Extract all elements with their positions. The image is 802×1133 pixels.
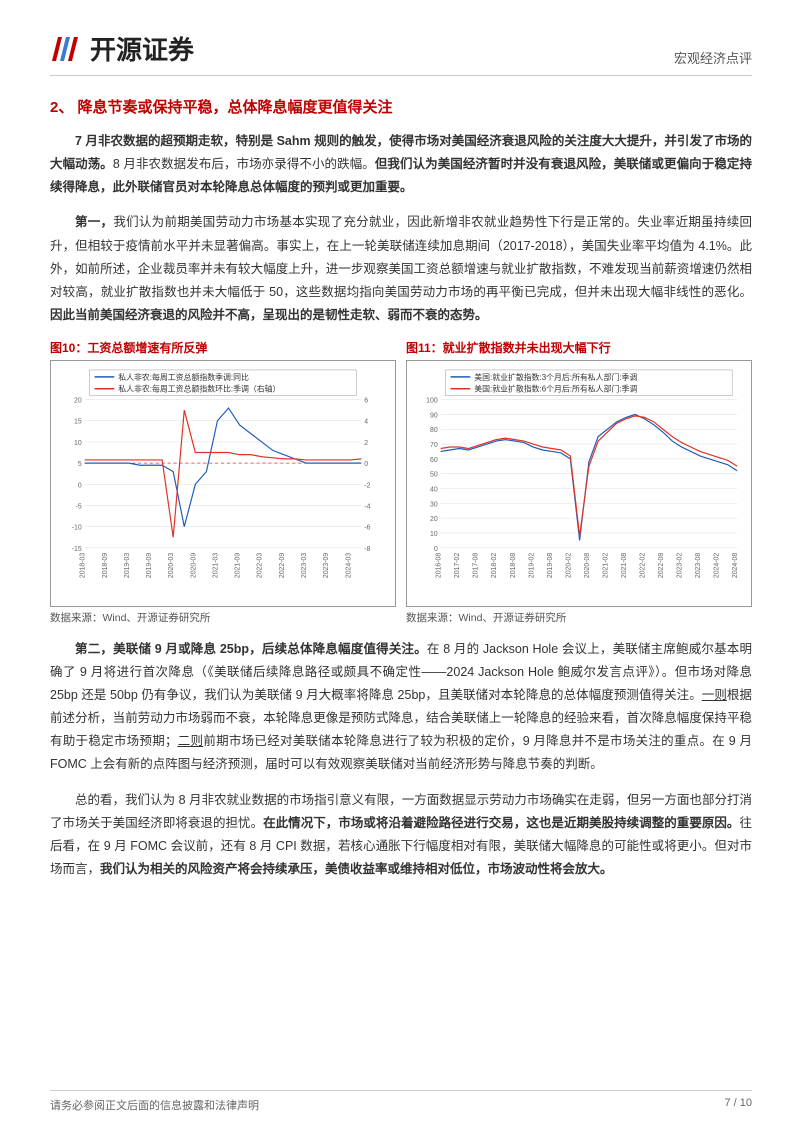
chart-right-title: 图11：就业扩散指数并未出现大幅下行 <box>406 339 752 356</box>
svg-text:30: 30 <box>430 501 438 508</box>
svg-text:2023-08: 2023-08 <box>695 553 702 579</box>
svg-text:2023-03: 2023-03 <box>301 553 308 579</box>
chart-left-box: 私人非农:每周工资总额指数季调:同比私人非农:每周工资总额指数环比:季调（右轴）… <box>50 360 396 607</box>
svg-text:60: 60 <box>430 457 438 464</box>
chart-right-source: 数据来源：Wind、开源证券研究所 <box>406 610 752 625</box>
svg-text:2023-09: 2023-09 <box>323 553 330 579</box>
chart-left-col: 图10：工资总额增速有所反弹 私人非农:每周工资总额指数季调:同比私人非农:每周… <box>50 339 396 625</box>
charts-row: 图10：工资总额增速有所反弹 私人非农:每周工资总额指数季调:同比私人非农:每周… <box>50 339 752 625</box>
svg-text:40: 40 <box>430 486 438 493</box>
paragraph-4: 总的看，我们认为 8 月非农就业数据的市场指引意义有限，一方面数据显示劳动力市场… <box>50 789 752 882</box>
svg-text:2024-03: 2024-03 <box>345 553 352 579</box>
svg-text:-4: -4 <box>364 503 370 510</box>
svg-text:100: 100 <box>426 398 438 405</box>
svg-text:2019-08: 2019-08 <box>547 553 554 579</box>
paragraph-1: 7 月非农数据的超预期走软，特别是 Sahm 规则的触发，使得市场对美国经济衰退… <box>50 130 752 199</box>
footer-page-number: 7 / 10 <box>724 1097 752 1113</box>
chart-right-svg: 美国:就业扩散指数:3个月后:所有私人部门:季调美国:就业扩散指数:6个月后:所… <box>411 365 747 602</box>
svg-text:-10: -10 <box>72 525 82 532</box>
paragraph-2: 第一，我们认为前期美国劳动力市场基本实现了充分就业，因此新增非农就业趋势性下行是… <box>50 211 752 327</box>
svg-text:美国:就业扩散指数:6个月后:所有私人部门:季调: 美国:就业扩散指数:6个月后:所有私人部门:季调 <box>474 384 637 394</box>
svg-text:0: 0 <box>364 461 368 468</box>
svg-text:2018-09: 2018-09 <box>102 553 109 579</box>
svg-text:2020-02: 2020-02 <box>565 553 572 579</box>
page-footer: 请务必参阅正文后面的信息披露和法律声明 7 / 10 <box>50 1090 752 1113</box>
svg-text:2020-09: 2020-09 <box>190 553 197 579</box>
svg-text:2022-09: 2022-09 <box>279 553 286 579</box>
svg-text:2017-08: 2017-08 <box>473 553 480 579</box>
svg-text:50: 50 <box>430 472 438 479</box>
svg-text:2017-02: 2017-02 <box>454 553 461 579</box>
svg-text:5: 5 <box>78 461 82 468</box>
svg-text:私人非农:每周工资总额指数季调:同比: 私人非农:每周工资总额指数季调:同比 <box>118 372 249 382</box>
svg-text:2022-02: 2022-02 <box>639 553 646 579</box>
svg-text:2018-08: 2018-08 <box>510 553 517 579</box>
svg-text:-15: -15 <box>72 546 82 553</box>
svg-text:2021-09: 2021-09 <box>235 553 242 579</box>
page-header: 开源证券 宏观经济点评 <box>50 30 752 76</box>
svg-text:-5: -5 <box>76 503 82 510</box>
svg-text:10: 10 <box>430 531 438 538</box>
svg-text:私人非农:每周工资总额指数环比:季调（右轴）: 私人非农:每周工资总额指数环比:季调（右轴） <box>118 384 280 394</box>
svg-text:2021-03: 2021-03 <box>212 553 219 579</box>
svg-text:-6: -6 <box>364 525 370 532</box>
svg-text:2016-08: 2016-08 <box>436 553 443 579</box>
header-doc-type: 宏观经济点评 <box>674 48 752 67</box>
section-title: 2、 降息节奏或保持平稳，总体降息幅度更值得关注 <box>50 96 752 117</box>
svg-text:2019-03: 2019-03 <box>124 553 131 579</box>
svg-text:-2: -2 <box>364 482 370 489</box>
paragraph-3: 第二，美联储 9 月或降息 25bp，后续总体降息幅度值得关注。在 8 月的 J… <box>50 638 752 777</box>
svg-text:2019-02: 2019-02 <box>528 553 535 579</box>
svg-text:2022-03: 2022-03 <box>257 553 264 579</box>
chart-right-col: 图11：就业扩散指数并未出现大幅下行 美国:就业扩散指数:3个月后:所有私人部门… <box>406 339 752 625</box>
svg-text:2021-02: 2021-02 <box>602 553 609 579</box>
svg-text:4: 4 <box>364 419 368 426</box>
logo-text: 开源证券 <box>90 30 194 67</box>
svg-text:0: 0 <box>434 546 438 553</box>
svg-text:2018-02: 2018-02 <box>491 553 498 579</box>
svg-text:6: 6 <box>364 398 368 405</box>
svg-text:2019-09: 2019-09 <box>146 553 153 579</box>
svg-text:2023-02: 2023-02 <box>677 553 684 579</box>
svg-text:2018-03: 2018-03 <box>80 553 87 579</box>
svg-text:90: 90 <box>430 412 438 419</box>
svg-text:2021-08: 2021-08 <box>621 553 628 579</box>
svg-text:15: 15 <box>74 419 82 426</box>
footer-disclaimer: 请务必参阅正文后面的信息披露和法律声明 <box>50 1097 259 1113</box>
svg-text:20: 20 <box>74 398 82 405</box>
svg-text:2024-08: 2024-08 <box>732 553 739 579</box>
svg-text:2: 2 <box>364 440 368 447</box>
chart-left-source: 数据来源：Wind、开源证券研究所 <box>50 610 396 625</box>
svg-text:80: 80 <box>430 427 438 434</box>
svg-text:0: 0 <box>78 482 82 489</box>
svg-text:2020-03: 2020-03 <box>168 553 175 579</box>
chart-right-box: 美国:就业扩散指数:3个月后:所有私人部门:季调美国:就业扩散指数:6个月后:所… <box>406 360 752 607</box>
svg-text:10: 10 <box>74 440 82 447</box>
svg-text:2022-08: 2022-08 <box>658 553 665 579</box>
logo-icon <box>50 33 82 65</box>
chart-left-title: 图10：工资总额增速有所反弹 <box>50 339 396 356</box>
brand-logo: 开源证券 <box>50 30 194 67</box>
svg-text:70: 70 <box>430 442 438 449</box>
svg-text:-8: -8 <box>364 546 370 553</box>
svg-text:2024-02: 2024-02 <box>714 553 721 579</box>
chart-left-svg: 私人非农:每周工资总额指数季调:同比私人非农:每周工资总额指数环比:季调（右轴）… <box>55 365 391 602</box>
svg-text:20: 20 <box>430 516 438 523</box>
svg-text:美国:就业扩散指数:3个月后:所有私人部门:季调: 美国:就业扩散指数:3个月后:所有私人部门:季调 <box>474 372 637 382</box>
svg-text:2020-08: 2020-08 <box>584 553 591 579</box>
